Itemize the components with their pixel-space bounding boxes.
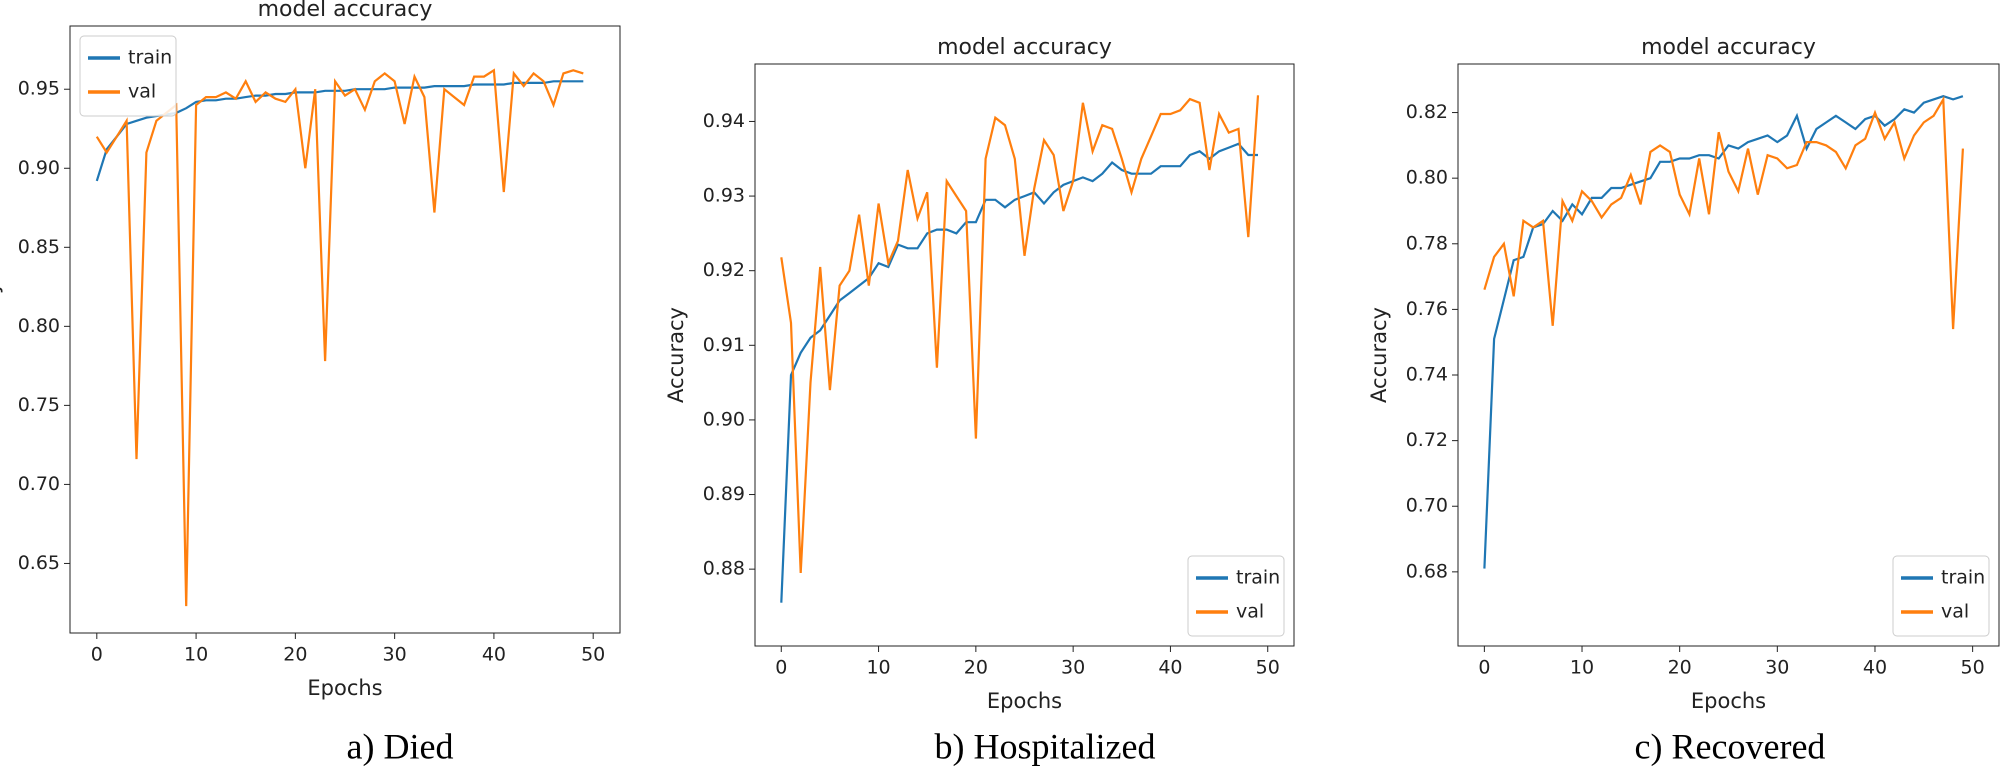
x-tick-label: 10 (866, 657, 890, 679)
y-tick-label: 0.74 (1406, 364, 1448, 386)
y-tick-label: 0.88 (703, 558, 745, 580)
x-tick-label: 50 (581, 644, 605, 666)
y-tick-label: 0.92 (703, 259, 745, 281)
legend-label: val (1236, 601, 1264, 623)
plot-frame (754, 63, 1295, 647)
x-tick-label: 10 (184, 644, 208, 666)
chart-title: model accuracy (258, 0, 433, 22)
x-tick-label: 0 (91, 644, 103, 666)
plot-frame (69, 25, 621, 634)
caption: a) Died (347, 726, 454, 766)
y-axis-label: Accuracy (664, 307, 688, 403)
y-tick-label: 0.70 (1406, 495, 1448, 517)
y-tick-label: 0.72 (1406, 429, 1448, 451)
data-line (1483, 95, 1964, 330)
y-tick-label: 0.94 (703, 110, 745, 132)
x-tick-label: 30 (383, 644, 407, 666)
legend-box (1187, 555, 1285, 637)
x-tick-label: 40 (482, 644, 506, 666)
y-axis-label: Accuracy (0, 282, 3, 378)
y-tick-label: 0.90 (703, 408, 745, 430)
y-tick-label: 0.80 (1406, 167, 1448, 189)
y-tick-label: 0.95 (18, 78, 60, 100)
x-tick-label: 40 (1863, 657, 1887, 679)
chart-panel: model accuracy Epochs Accuracy c) Recovered… (1367, 35, 2000, 766)
y-tick-label: 0.89 (703, 483, 745, 505)
data-line (780, 95, 1260, 573)
y-tick-label: 0.65 (18, 552, 60, 574)
caption: b) Hospitalized (935, 726, 1156, 766)
chart-panel: model accuracy Epochs Accuracy b) Hospitali… (664, 35, 1295, 766)
y-axis-label: Accuracy (1367, 307, 1391, 403)
y-tick-label: 0.78 (1406, 232, 1448, 254)
x-tick-label: 0 (775, 657, 787, 679)
chart-panel: model accuracy Epochs Accuracy a) Died 0 10 20… (0, 0, 621, 766)
x-axis-label: Epochs (987, 689, 1062, 713)
y-tick-label: 0.68 (1406, 560, 1448, 582)
y-tick-label: 0.82 (1406, 101, 1448, 123)
x-tick-label: 30 (1765, 657, 1789, 679)
data-line (95, 80, 584, 182)
legend-box (1892, 555, 1990, 637)
legend-label: val (128, 81, 156, 103)
y-tick-label: 0.80 (18, 315, 60, 337)
y-tick-label: 0.91 (703, 334, 745, 356)
x-tick-label: 50 (1961, 657, 1985, 679)
x-tick-label: 30 (1061, 657, 1085, 679)
legend-label: train (1941, 567, 1985, 589)
y-tick-label: 0.75 (18, 394, 60, 416)
x-tick-label: 50 (1256, 657, 1280, 679)
x-tick-label: 20 (1668, 657, 1692, 679)
data-line (95, 68, 584, 607)
data-line (1483, 95, 1964, 569)
legend-label: val (1941, 601, 1969, 623)
caption: c) Recovered (1635, 726, 1826, 766)
x-tick-label: 20 (283, 644, 307, 666)
x-tick-label: 20 (964, 657, 988, 679)
y-tick-label: 0.76 (1406, 298, 1448, 320)
legend-box (79, 35, 177, 117)
y-tick-label: 0.90 (18, 157, 60, 179)
y-tick-label: 0.85 (18, 236, 60, 258)
x-tick-label: 10 (1570, 657, 1594, 679)
x-axis-label: Epochs (307, 676, 382, 700)
legend-label: train (128, 47, 172, 69)
legend-label: train (1236, 567, 1280, 589)
chart-title: model accuracy (937, 35, 1112, 60)
plot-frame (1457, 63, 2000, 647)
x-tick-label: 0 (1478, 657, 1490, 679)
x-axis-label: Epochs (1691, 689, 1766, 713)
y-tick-label: 0.93 (703, 185, 745, 207)
x-tick-label: 40 (1158, 657, 1182, 679)
chart-title: model accuracy (1641, 35, 1816, 60)
y-tick-label: 0.70 (18, 473, 60, 495)
